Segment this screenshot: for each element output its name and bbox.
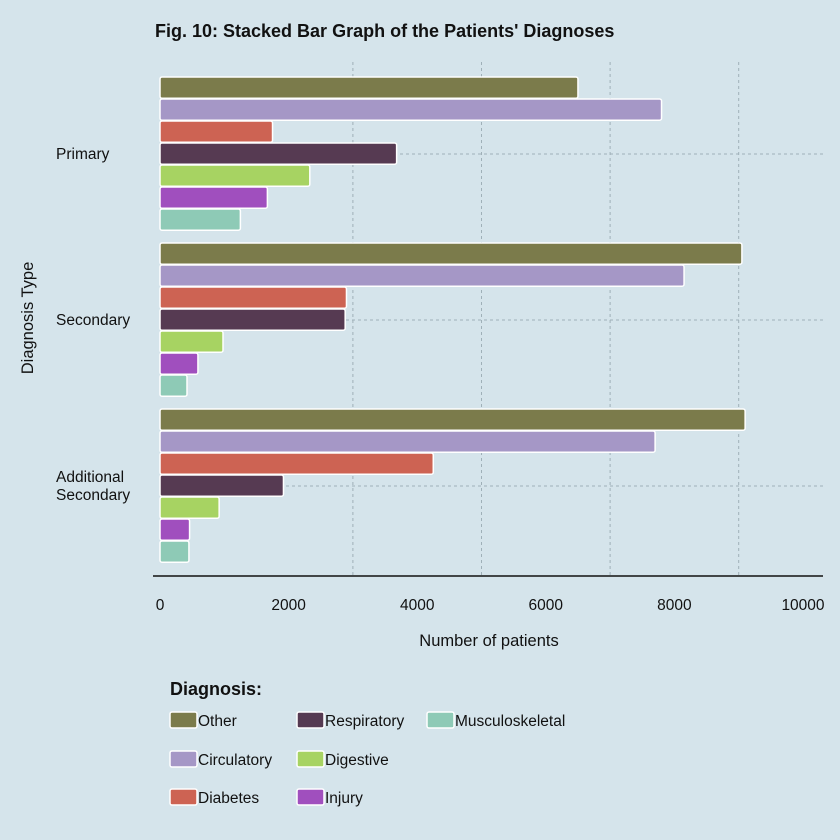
- legend-label-circulatory: Circulatory: [198, 752, 272, 769]
- legend: Other Circulatory Diabetes Respiratory Diges…: [169, 711, 565, 807]
- bar-diabetes-2: [159, 286, 348, 309]
- bar-other-1: [159, 76, 579, 99]
- legend-label-digestive: Digestive: [325, 752, 389, 769]
- bar-musculoskeletal-3: [159, 540, 190, 563]
- legend-label-injury: Injury: [325, 790, 363, 807]
- bar-digestive-3: [159, 496, 220, 519]
- x-tick-label: 2000: [271, 597, 306, 614]
- x-tick-label: 4000: [400, 597, 435, 614]
- y-category-label: Secondary: [56, 312, 130, 329]
- legend-swatch-other: [169, 711, 198, 729]
- bar-digestive-2: [159, 330, 224, 353]
- x-axis-title: Number of patients: [419, 632, 558, 650]
- legend-title: Diagnosis:: [170, 679, 262, 699]
- legend-label-respiratory: Respiratory: [325, 713, 404, 730]
- y-category-label: Additional: [56, 469, 124, 486]
- bar-injury-3: [159, 518, 191, 541]
- bar-musculoskeletal-1: [159, 208, 242, 231]
- bar-respiratory-3: [159, 474, 285, 497]
- bar-injury-2: [159, 352, 199, 375]
- bar-digestive-1: [159, 164, 311, 187]
- x-tick-label: 10000: [781, 597, 824, 614]
- legend-swatch-digestive: [296, 750, 325, 768]
- bar-respiratory-1: [159, 142, 398, 165]
- legend-label-musculoskeletal: Musculoskeletal: [455, 713, 565, 730]
- x-tick-labels: 0 2000 4000 6000 8000 10000: [156, 597, 825, 614]
- y-category-label: Primary: [56, 146, 110, 163]
- x-tick-label: 0: [156, 597, 165, 614]
- bar-other-2: [159, 242, 743, 265]
- bar-circulatory-1: [159, 98, 663, 121]
- legend-swatch-respiratory: [296, 711, 325, 729]
- gridlines: [160, 62, 823, 576]
- legend-swatch-diabetes: [169, 788, 198, 806]
- bar-diabetes-1: [159, 120, 274, 143]
- x-tick-label: 8000: [657, 597, 692, 614]
- y-category-label: Secondary: [56, 487, 130, 504]
- bar-injury-1: [159, 186, 269, 209]
- bars: [159, 76, 746, 563]
- legend-label-diabetes: Diabetes: [198, 790, 259, 807]
- legend-label-other: Other: [198, 713, 237, 730]
- legend-swatch-injury: [296, 788, 325, 806]
- bar-circulatory-3: [159, 430, 656, 453]
- bar-circulatory-2: [159, 264, 685, 287]
- legend-swatch-circulatory: [169, 750, 198, 768]
- bar-respiratory-2: [159, 308, 346, 331]
- bar-other-3: [159, 408, 746, 431]
- bar-musculoskeletal-2: [159, 374, 188, 397]
- x-tick-label: 6000: [529, 597, 564, 614]
- bar-diabetes-3: [159, 452, 435, 475]
- y-axis-title: Diagnosis Type: [19, 262, 37, 375]
- chart-title: Fig. 10: Stacked Bar Graph of the Patien…: [155, 21, 614, 41]
- legend-swatch-musculoskeletal: [426, 711, 455, 729]
